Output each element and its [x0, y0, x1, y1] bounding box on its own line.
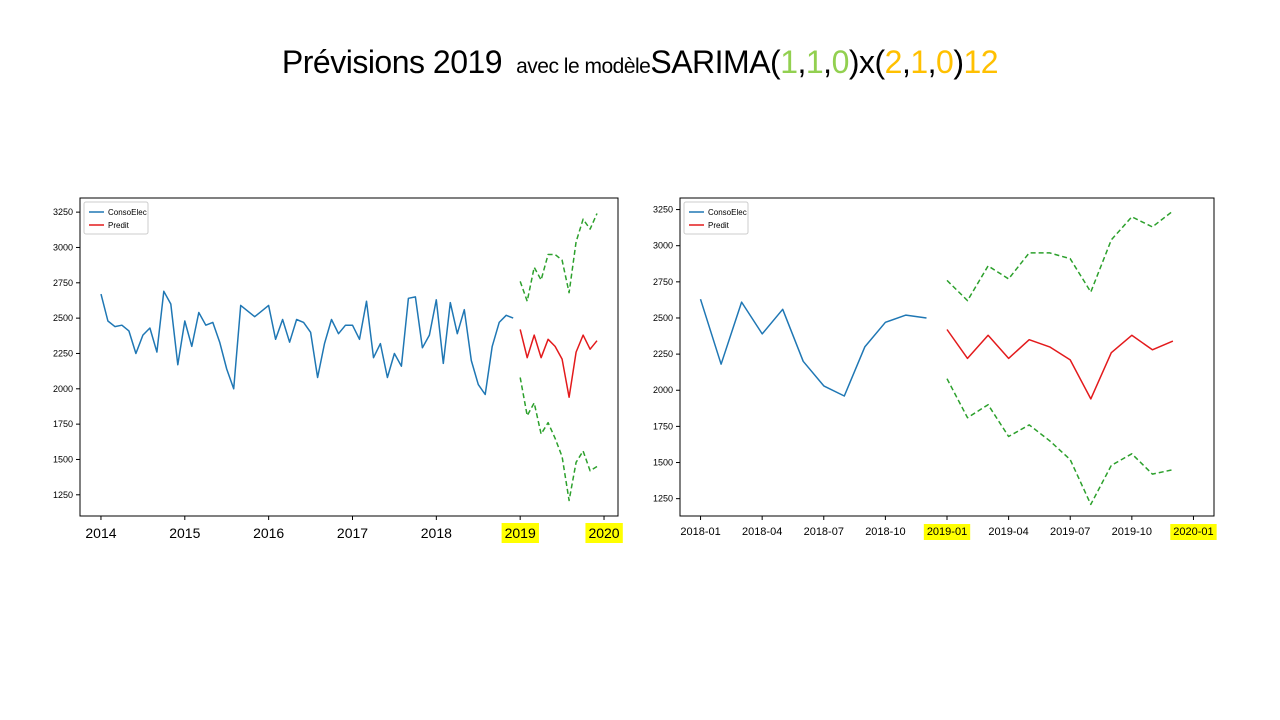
y-tick-label: 1250 [653, 494, 673, 504]
x-tick-label: 2019-07 [1050, 526, 1090, 538]
legend-item-conso-label: ConsoElec [708, 208, 747, 217]
x-tick-label: 2017 [337, 525, 368, 541]
x-tick-label: 2019-04 [988, 526, 1028, 538]
x-tick-label: 2018-04 [742, 526, 782, 538]
model-close: ) [953, 44, 964, 80]
x-tick-label: 2015 [169, 525, 200, 541]
series-lower-bound [946, 378, 1174, 506]
y-tick-label: 3250 [53, 207, 73, 217]
x-tick-label-highlighted: 2019 [505, 525, 536, 541]
legend-item-predit-label: Predit [108, 221, 130, 230]
y-tick-label: 2000 [653, 385, 673, 395]
model-prefix: SARIMA( [650, 44, 781, 80]
tick-highlight [501, 523, 539, 543]
legend-box [83, 201, 149, 235]
model-mid: )x( [848, 44, 885, 80]
order-p: 1 [780, 44, 798, 80]
y-tick-label: 1750 [653, 421, 673, 431]
comma-3: , [901, 44, 911, 80]
series-upper-bound [946, 210, 1174, 302]
y-tick-label: 1500 [653, 458, 673, 468]
x-tick-label: 2018-01 [680, 526, 720, 538]
slide-title: Prévisions 2019 avec le modèleSARIMA(1,1,… [0, 44, 1280, 81]
legend-item-conso-label: ConsoElec [108, 208, 147, 217]
order-q: 0 [831, 44, 850, 80]
x-tick-label: 2018-10 [865, 526, 905, 538]
x-tick-label-highlighted: 2020 [588, 525, 619, 541]
y-tick-label: 2750 [53, 278, 73, 288]
y-tick-label: 2250 [53, 348, 73, 358]
x-tick-label-highlighted: 2020-01 [1173, 526, 1213, 538]
series-predicted [519, 329, 598, 399]
seasonal-period: 12 [963, 44, 999, 80]
series-predicted [946, 329, 1174, 400]
comma-2: , [823, 44, 832, 80]
forecast-chart-full: 1250 1500 1750 2000 2250 2500 2750 3000 3250 2014… [30, 190, 630, 555]
title-connector: avec le modèle [516, 55, 651, 78]
y-tick-label: 2500 [53, 313, 73, 323]
plot-area [79, 197, 619, 517]
seasonal-order-q: 0 [936, 44, 954, 80]
y-tick-label: 3000 [653, 241, 673, 251]
x-tick-label: 2014 [85, 525, 116, 541]
x-tick-label: 2018-07 [804, 526, 844, 538]
comma-1: , [797, 44, 806, 80]
plot-area [679, 197, 1215, 517]
forecast-chart-zoom: 1250 1500 1750 2000 2250 2500 2750 3000 3250 2018… [640, 190, 1250, 555]
series-lower-bound [519, 377, 598, 502]
seasonal-order-d: 1 [910, 44, 928, 80]
order-d: 1 [805, 44, 824, 80]
y-tick-label: 3000 [53, 242, 73, 252]
y-tick-label: 3250 [653, 205, 673, 215]
x-tick-label: 2018 [421, 525, 452, 541]
legend: ConsoElec Predit [83, 201, 149, 235]
y-tick-label: 2250 [653, 349, 673, 359]
forecast-chart-zoom-svg: 1250 1500 1750 2000 2250 2500 2750 3000 3250 2018… [653, 197, 1217, 540]
x-tick-label: 2016 [253, 525, 284, 541]
series-observed [100, 290, 514, 396]
legend-box [683, 201, 749, 235]
y-tick-label: 1750 [53, 419, 73, 429]
series-observed [699, 298, 927, 397]
tick-highlight [585, 523, 623, 543]
tick-highlight [923, 524, 971, 540]
comma-4: , [927, 44, 937, 80]
series-upper-bound [519, 213, 598, 302]
y-tick-label: 2500 [653, 313, 673, 323]
x-tick-label: 2019-10 [1112, 526, 1152, 538]
tick-highlight [1170, 524, 1217, 540]
y-tick-label: 2000 [53, 384, 73, 394]
y-tick-label: 2750 [653, 277, 673, 287]
y-tick-label: 1250 [53, 490, 73, 500]
x-tick-label-highlighted: 2019-01 [927, 526, 967, 538]
y-tick-label: 1500 [53, 454, 73, 464]
forecast-chart-full-svg: 1250 1500 1750 2000 2250 2500 2750 3000 3250 2014… [53, 197, 623, 543]
seasonal-order-p: 2 [884, 44, 903, 80]
title-main: Prévisions 2019 [281, 44, 503, 80]
legend-item-predit-label: Predit [708, 221, 730, 230]
legend: ConsoElec Predit [683, 201, 749, 235]
